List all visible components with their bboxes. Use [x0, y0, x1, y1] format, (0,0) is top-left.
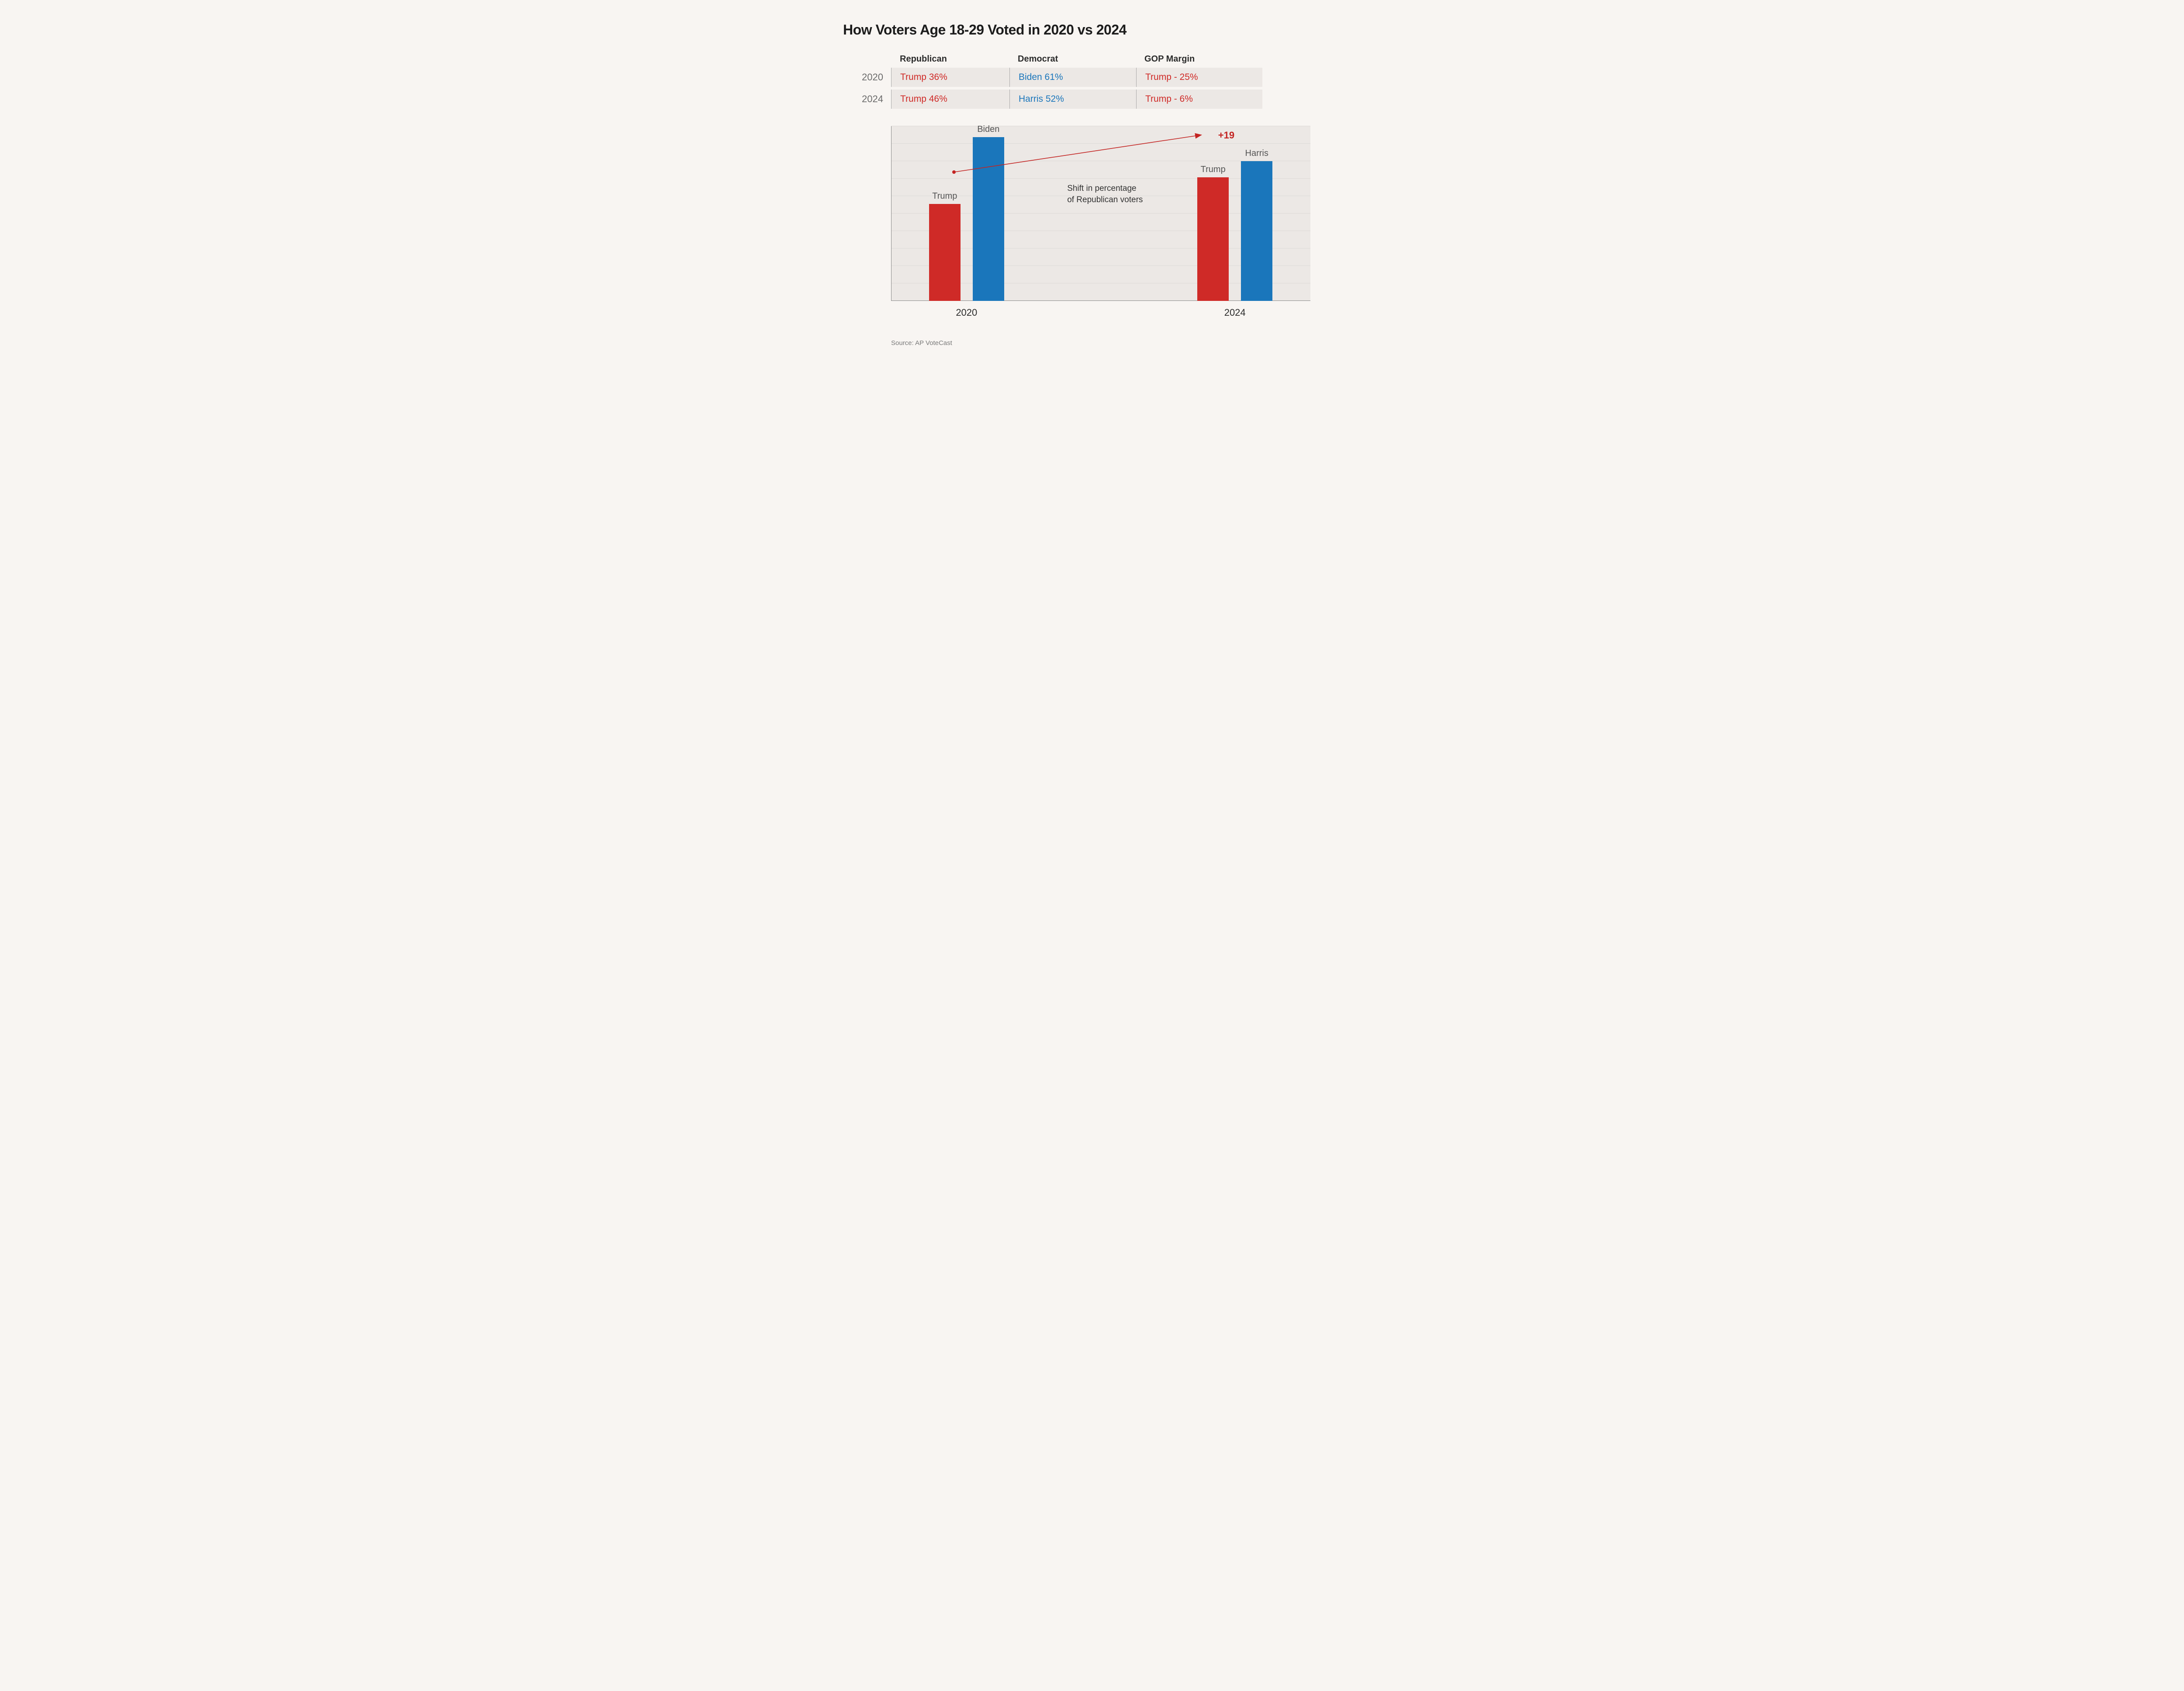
- x-category-label: 2024: [1224, 307, 1246, 318]
- header-margin: GOP Margin: [1136, 54, 1262, 64]
- cell-margin: Trump - 25%: [1145, 72, 1198, 83]
- table-row: 2020 Trump 36% Biden 61% Trump - 25%: [843, 68, 1262, 87]
- bar-chart: TrumpBidenTrumpHarrisShift in percentage…: [891, 126, 1310, 318]
- vote-table: . Republican Democrat GOP Margin 2020 Tru…: [843, 50, 1262, 109]
- x-category-label: 2020: [956, 307, 977, 318]
- table-header-row: . Republican Democrat GOP Margin: [843, 50, 1262, 68]
- shift-annotation: +19: [1218, 130, 1234, 141]
- cell-republican: Trump 36%: [900, 72, 947, 83]
- cell-democrat: Biden 61%: [1019, 72, 1063, 83]
- table-row: 2024 Trump 46% Harris 52% Trump - 6%: [843, 90, 1262, 109]
- header-democrat: Democrat: [1009, 54, 1136, 64]
- source-attribution: Source: AP VoteCast: [891, 339, 1376, 347]
- header-republican: Republican: [891, 54, 1009, 64]
- row-year: 2024: [843, 93, 891, 105]
- cell-democrat: Harris 52%: [1019, 94, 1064, 104]
- row-year: 2020: [843, 72, 891, 83]
- chart-title: How Voters Age 18-29 Voted in 2020 vs 20…: [843, 22, 1376, 38]
- cell-margin: Trump - 6%: [1145, 94, 1193, 104]
- shift-arrow: [891, 126, 1310, 301]
- cell-republican: Trump 46%: [900, 94, 947, 104]
